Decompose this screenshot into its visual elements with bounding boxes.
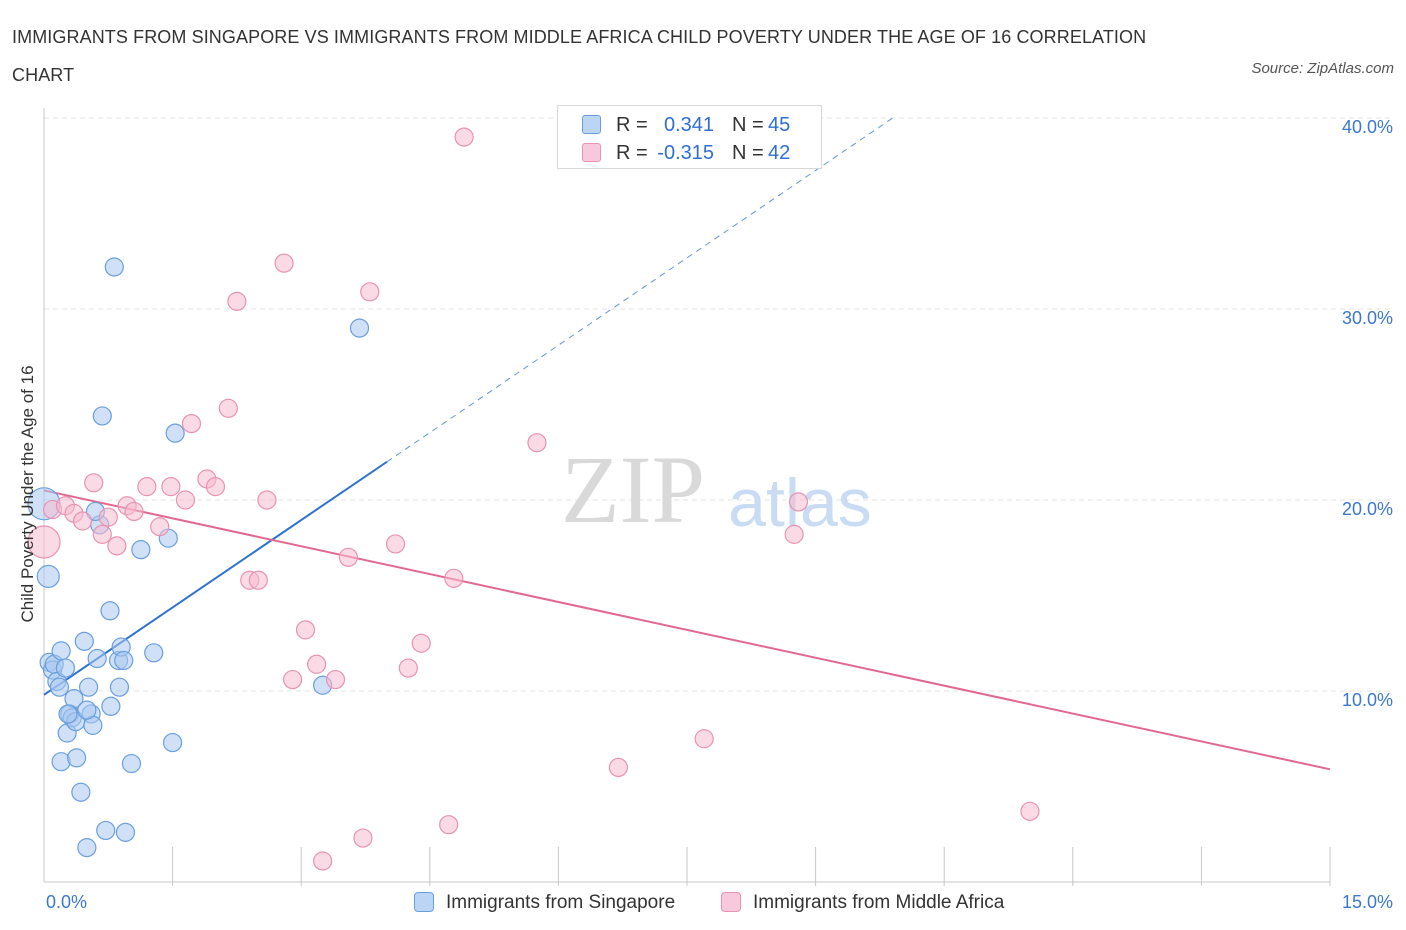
- point-middle-africa: [444, 568, 464, 588]
- point-middle-africa: [411, 633, 431, 653]
- legend-r-label: R =: [616, 114, 648, 136]
- point-middle-africa: [784, 524, 804, 544]
- point-middle-africa: [175, 490, 196, 510]
- point-middle-africa: [98, 507, 118, 527]
- tick-labels: 10.0% 20.0% 30.0% 40.0% 0.0% 15.0%: [46, 117, 1393, 912]
- point-middle-africa: [398, 658, 418, 678]
- point-middle-africa: [353, 828, 373, 848]
- legend-label: Immigrants from Singapore: [446, 892, 676, 913]
- correlation-legend: R = 0.341 N = 45 R = -0.315 N = 42: [557, 105, 822, 169]
- point-middle-africa: [218, 398, 238, 418]
- data-points: [27, 127, 1040, 871]
- x-tick-label: 0.0%: [46, 892, 87, 912]
- point-singapore: [163, 732, 183, 753]
- point-middle-africa: [107, 536, 127, 556]
- legend-swatch-pink: [721, 892, 741, 912]
- legend-label: Immigrants from Middle Africa: [753, 892, 1005, 913]
- point-singapore: [104, 257, 124, 277]
- point-middle-africa: [92, 524, 112, 544]
- point-singapore: [66, 748, 87, 768]
- legend-n-value: 42: [768, 142, 791, 164]
- series-legend: Immigrants from Singapore Immigrants fro…: [0, 888, 1406, 918]
- point-middle-africa: [1020, 801, 1040, 821]
- y-tick-label: 40.0%: [1342, 117, 1393, 137]
- point-middle-africa: [454, 127, 474, 147]
- point-singapore: [77, 700, 97, 720]
- point-singapore: [87, 648, 107, 669]
- point-middle-africa: [150, 517, 170, 537]
- legend-r-value: -0.315: [657, 142, 714, 164]
- point-middle-africa: [608, 757, 629, 778]
- chart-title: IMMIGRANTS FROM SINGAPORE VS IMMIGRANTS …: [12, 27, 1147, 85]
- point-middle-africa: [248, 570, 268, 590]
- legend-swatch-pink: [582, 143, 601, 162]
- point-middle-africa: [181, 414, 202, 434]
- point-middle-africa: [527, 433, 547, 453]
- legend-n-label: N =: [732, 142, 764, 164]
- point-singapore: [349, 318, 370, 338]
- point-middle-africa: [274, 253, 294, 273]
- point-singapore: [131, 540, 151, 560]
- point-singapore: [51, 641, 71, 661]
- point-singapore: [74, 631, 94, 651]
- point-singapore: [109, 677, 130, 697]
- point-singapore: [78, 677, 99, 697]
- point-singapore: [100, 601, 120, 621]
- y-tick-label: 20.0%: [1342, 499, 1393, 519]
- y-axis-label: Child Poverty Under the Age of 16: [18, 365, 37, 622]
- point-middle-africa: [84, 473, 104, 493]
- point-singapore: [101, 696, 121, 716]
- y-tick-label: 10.0%: [1342, 690, 1393, 710]
- point-middle-africa: [27, 525, 61, 559]
- point-singapore: [96, 820, 116, 841]
- point-middle-africa: [338, 547, 358, 567]
- point-middle-africa: [124, 501, 144, 522]
- point-middle-africa: [227, 291, 247, 311]
- y-tick-label: 30.0%: [1342, 308, 1393, 328]
- point-middle-africa: [360, 282, 380, 302]
- point-singapore: [144, 643, 164, 663]
- point-middle-africa: [283, 669, 303, 690]
- watermark-zip: ZIP: [561, 436, 705, 543]
- legend-n-label: N =: [732, 114, 764, 136]
- point-middle-africa: [325, 669, 346, 690]
- trend-line-middle-africa: [43, 489, 1331, 771]
- point-singapore: [71, 782, 91, 802]
- point-singapore: [36, 564, 60, 589]
- source-label: Source: ZipAtlas.com: [1251, 60, 1394, 77]
- legend-r-label: R =: [616, 142, 648, 164]
- point-middle-africa: [313, 851, 333, 871]
- point-singapore: [165, 423, 185, 443]
- grid-lines: [44, 117, 1390, 692]
- point-singapore: [49, 677, 70, 697]
- point-singapore: [58, 704, 78, 724]
- point-middle-africa: [295, 620, 316, 640]
- watermark: ZIP atlas: [561, 436, 872, 543]
- point-singapore: [92, 406, 112, 426]
- point-middle-africa: [257, 490, 277, 510]
- point-singapore: [114, 650, 134, 671]
- point-singapore: [77, 838, 97, 858]
- point-middle-africa: [694, 729, 714, 749]
- point-singapore: [55, 658, 76, 678]
- point-middle-africa: [385, 534, 406, 554]
- legend-swatch-blue: [414, 892, 434, 912]
- point-singapore: [115, 822, 136, 842]
- point-middle-africa: [307, 654, 327, 674]
- point-middle-africa: [788, 492, 809, 512]
- point-middle-africa: [205, 477, 226, 497]
- point-middle-africa: [439, 815, 459, 835]
- legend-swatch-blue: [582, 115, 601, 134]
- point-middle-africa: [161, 477, 181, 497]
- legend-n-value: 45: [768, 114, 791, 136]
- x-tick-label: 15.0%: [1342, 892, 1393, 912]
- legend-r-value: 0.341: [663, 114, 714, 136]
- point-middle-africa: [137, 477, 157, 497]
- point-singapore: [121, 753, 142, 774]
- trend-line-singapore-projection: [386, 117, 894, 463]
- point-middle-africa: [72, 511, 93, 531]
